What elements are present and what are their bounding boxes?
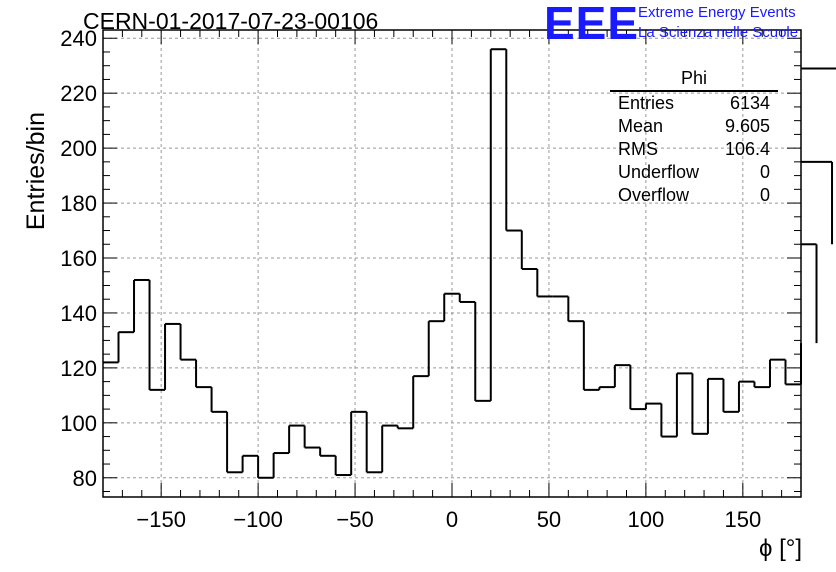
- x-tick-label: 100: [628, 507, 665, 532]
- stat-value: 0: [759, 162, 770, 182]
- y-axis-label: Entries/bin: [22, 112, 50, 231]
- x-tick-label: 150: [724, 507, 761, 532]
- y-tick-label: 160: [60, 246, 97, 271]
- x-tick-label: 0: [446, 507, 458, 532]
- stat-value: 106.4: [724, 139, 770, 159]
- x-tick-label: −50: [336, 507, 373, 532]
- y-tick-label: 140: [60, 301, 97, 326]
- y-tick-label: 200: [60, 136, 97, 161]
- logo-line-2: La Scienza nelle Scuole: [638, 24, 799, 41]
- stats-row: Overflow 0: [610, 184, 778, 207]
- stat-value: 6134: [729, 93, 770, 113]
- stat-label: Underflow: [618, 162, 700, 182]
- grid-lines: [103, 30, 801, 497]
- stat-label: RMS: [618, 139, 658, 159]
- stat-label: Overflow: [618, 185, 690, 205]
- stat-label: Entries: [618, 93, 675, 113]
- x-axis-label: ϕ [°]: [758, 535, 802, 562]
- stats-row: Mean 9.605: [610, 115, 778, 138]
- stats-title: Phi: [610, 68, 778, 92]
- stats-box: Phi Entries 6134 Mean 9.605 RMS 106.4 Under…: [610, 68, 778, 207]
- y-tick-label: 180: [60, 191, 97, 216]
- y-tick-label: 240: [60, 26, 97, 51]
- stats-row: Underflow 0: [610, 161, 778, 184]
- y-tick-label: 80: [73, 466, 97, 491]
- axes: −150 −100 −50 0 50 100 150 80 100 120 140 160 180 200…: [60, 26, 802, 532]
- y-tick-label: 220: [60, 81, 97, 106]
- stat-label: Mean: [618, 116, 664, 136]
- stats-row: Entries 6134: [610, 92, 778, 115]
- stats-row: RMS 106.4: [610, 138, 778, 161]
- y-tick-label: 100: [60, 411, 97, 436]
- x-tick-label: −100: [233, 507, 283, 532]
- chart-title: CERN-01-2017-07-23-00106: [83, 8, 379, 34]
- eee-logo: EEE: [544, 0, 640, 49]
- x-tick-label: −150: [136, 507, 186, 532]
- stat-value: 9.605: [724, 116, 770, 136]
- stat-value: 0: [759, 185, 770, 205]
- logo-line-1: Extreme Energy Events: [638, 4, 796, 21]
- x-tick-label: 50: [537, 507, 561, 532]
- y-tick-label: 120: [60, 356, 97, 381]
